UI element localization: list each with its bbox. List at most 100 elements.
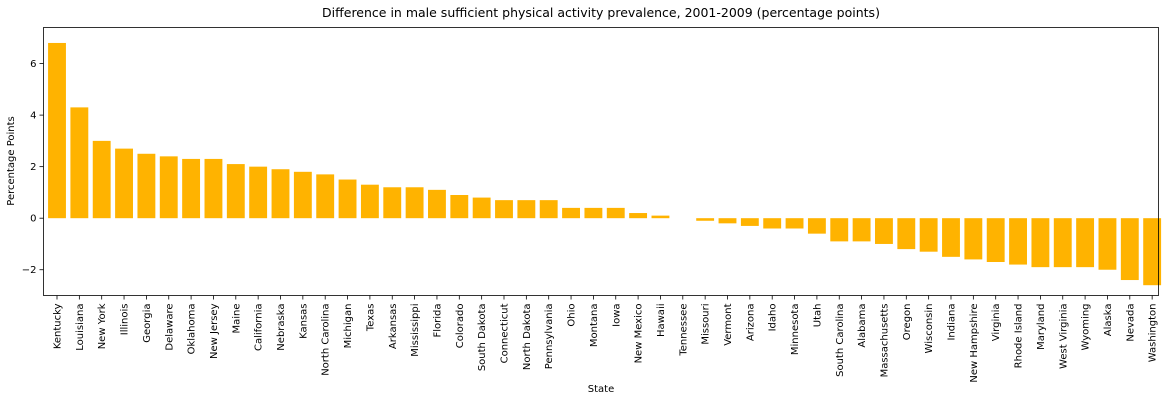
x-tick-label-new-mexico: New Mexico <box>634 304 645 364</box>
x-tick-label-illinois: Illinois <box>120 304 131 336</box>
bar-arkansas <box>383 187 402 219</box>
bar-iowa <box>606 207 625 219</box>
x-tick-label-missouri: Missouri <box>701 304 712 345</box>
x-tick-label-delaware: Delaware <box>164 304 175 351</box>
x-tick-label-georgia: Georgia <box>142 304 153 343</box>
plot-frame <box>43 27 1159 296</box>
bar-new-york <box>92 140 111 219</box>
bar-new-hampshire <box>964 218 983 260</box>
bar-alabama <box>852 218 871 242</box>
y-tick-label: 0 <box>30 214 36 225</box>
y-axis-label: Percentage Points <box>6 116 17 205</box>
bar-pennsylvania <box>539 200 558 219</box>
x-tick-label-nebraska: Nebraska <box>276 304 287 351</box>
x-tick-label-indiana: Indiana <box>947 304 958 341</box>
x-tick-label-montana: Montana <box>589 304 600 348</box>
x-tick-label-maryland: Maryland <box>1036 304 1047 350</box>
bar-vermont <box>718 218 737 224</box>
y-tick-label: 4 <box>30 111 36 122</box>
x-tick-label-vermont: Vermont <box>723 303 734 345</box>
x-tick-label-north-dakota: North Dakota <box>522 304 533 371</box>
bar-georgia <box>137 153 156 219</box>
bar-indiana <box>942 218 960 257</box>
x-tick-label-north-carolina: North Carolina <box>321 304 332 376</box>
bar-utah <box>807 218 826 234</box>
x-tick-label-alaska: Alaska <box>1103 304 1114 337</box>
bar-maryland <box>1031 218 1050 268</box>
chart-title: Difference in male sufficient physical a… <box>322 5 880 20</box>
bar-maine <box>226 164 245 219</box>
bar-new-jersey <box>204 158 223 219</box>
bar-alaska <box>1098 218 1117 270</box>
x-tick-label-maine: Maine <box>231 304 242 334</box>
x-tick-label-michigan: Michigan <box>343 304 354 349</box>
bar-arizona <box>740 218 759 226</box>
bar-west-virginia <box>1053 218 1072 268</box>
x-tick-label-idaho: Idaho <box>768 304 779 332</box>
x-axis: Kentucky Louisiana New York Illinois Georgia… <box>53 295 1159 383</box>
x-tick-label-south-carolina: South Carolina <box>835 304 846 377</box>
y-tick-label: −2 <box>22 265 37 276</box>
x-tick-label-alabama: Alabama <box>857 304 868 348</box>
x-tick-label-california: California <box>254 304 265 352</box>
x-tick-label-wisconsin: Wisconsin <box>924 304 935 354</box>
bar-south-dakota <box>472 197 491 219</box>
x-tick-label-new-york: New York <box>97 303 108 349</box>
bar-colorado <box>450 195 469 219</box>
x-tick-label-hawaii: Hawaii <box>656 304 667 338</box>
bar-kentucky <box>48 42 66 219</box>
bar-hawaii <box>651 215 670 219</box>
x-tick-label-south-dakota: South Dakota <box>477 304 488 372</box>
bar-wisconsin <box>919 218 938 252</box>
x-tick-label-nevada: Nevada <box>1125 304 1136 342</box>
bar-illinois <box>115 148 133 219</box>
bar-louisiana <box>70 107 89 219</box>
bar-new-mexico <box>629 213 648 219</box>
bar-north-carolina <box>316 174 335 219</box>
bar-north-dakota <box>517 200 536 219</box>
bar-ohio <box>562 207 580 219</box>
x-tick-label-florida: Florida <box>432 304 443 338</box>
x-tick-label-utah: Utah <box>812 304 823 328</box>
x-tick-label-mississippi: Mississippi <box>410 304 421 357</box>
x-tick-label-colorado: Colorado <box>455 304 466 349</box>
x-tick-label-iowa: Iowa <box>611 304 622 327</box>
y-tick-label: 2 <box>30 162 36 173</box>
x-tick-label-connecticut: Connecticut <box>500 303 511 363</box>
bar-minnesota <box>785 218 804 229</box>
x-tick-label-new-jersey: New Jersey <box>209 303 220 359</box>
bar-oklahoma <box>182 158 201 219</box>
x-tick-label-oklahoma: Oklahoma <box>187 304 198 355</box>
x-tick-label-west-virginia: West Virginia <box>1058 304 1069 369</box>
bar-kansas <box>293 171 312 219</box>
bar-missouri <box>696 218 715 221</box>
bar-nebraska <box>271 169 290 219</box>
x-tick-label-tennessee: Tennessee <box>678 304 689 357</box>
x-tick-label-massachusetts: Massachusetts <box>879 304 890 378</box>
bar-montana <box>584 207 603 219</box>
y-axis: −2 0 2 4 6 <box>22 59 44 276</box>
x-tick-label-washington: Washington <box>1148 304 1159 363</box>
bar-idaho <box>763 218 782 229</box>
bar-nevada <box>1120 218 1139 281</box>
x-tick-label-new-hampshire: New Hampshire <box>969 304 980 383</box>
x-tick-label-ohio: Ohio <box>567 304 578 327</box>
x-tick-label-rhode-island: Rhode Island <box>1014 304 1025 369</box>
x-tick-label-pennsylvania: Pennsylvania <box>544 304 555 370</box>
x-tick-label-kansas: Kansas <box>298 304 309 339</box>
bar-washington <box>1143 218 1162 286</box>
bar-connecticut <box>495 200 513 219</box>
x-tick-label-arkansas: Arkansas <box>388 304 399 350</box>
bar-texas <box>360 184 379 219</box>
x-tick-label-wyoming: Wyoming <box>1081 304 1092 351</box>
x-tick-label-arizona: Arizona <box>745 304 756 342</box>
bar-mississippi <box>405 187 424 219</box>
bar-oregon <box>897 218 916 250</box>
x-axis-label: State <box>588 384 614 395</box>
bar-florida <box>428 189 446 219</box>
x-tick-label-kentucky: Kentucky <box>53 303 64 349</box>
x-tick-label-texas: Texas <box>365 304 376 333</box>
x-tick-label-oregon: Oregon <box>902 304 913 341</box>
bar-rhode-island <box>1009 218 1027 265</box>
